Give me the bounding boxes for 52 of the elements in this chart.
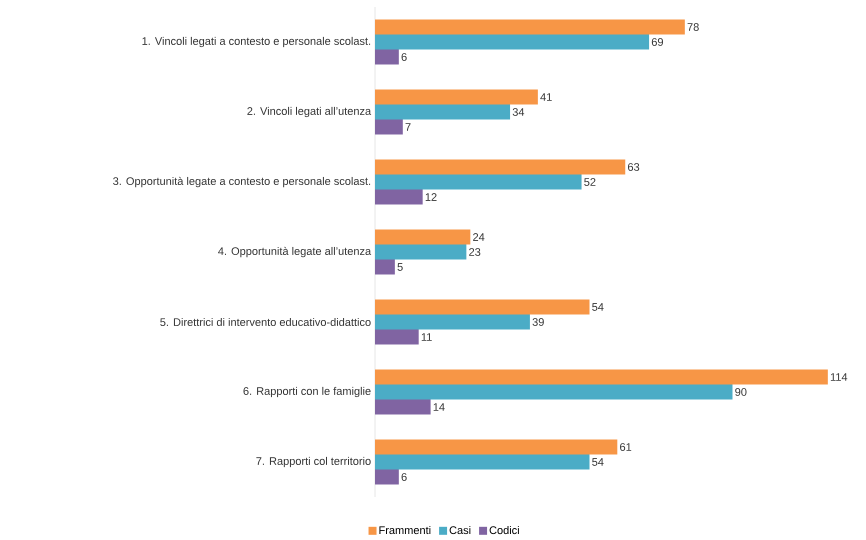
data-label: 41 — [540, 93, 552, 101]
bar — [375, 330, 419, 345]
data-label: 78 — [688, 23, 699, 31]
bar — [375, 470, 399, 485]
bar — [375, 314, 530, 330]
bar — [375, 440, 618, 455]
data-label: 39 — [532, 318, 544, 326]
legend-label: Codici — [490, 526, 519, 534]
bar — [375, 370, 828, 385]
bar — [375, 400, 431, 415]
legend-label: Casi — [450, 526, 470, 534]
data-label: 90 — [735, 388, 747, 396]
data-label: 54 — [592, 303, 604, 311]
data-label: 54 — [592, 458, 604, 466]
data-label: 23 — [469, 248, 480, 256]
data-label: 5 — [398, 263, 403, 271]
data-label: 7 — [406, 123, 411, 131]
bar — [375, 50, 399, 65]
data-label: 24 — [473, 233, 484, 241]
bar — [375, 300, 590, 315]
data-label: 61 — [620, 443, 632, 451]
data-label: 6 — [402, 53, 407, 61]
data-label: 12 — [426, 193, 437, 201]
bar — [375, 230, 470, 245]
bar — [375, 20, 685, 35]
bar — [375, 90, 538, 105]
data-label: 52 — [584, 178, 596, 186]
y-tick-label: 4. Opportunità legate all’utenza — [218, 246, 372, 258]
y-tick-label: 1. Vincoli legati a contesto e personale scolast. — [142, 36, 370, 48]
data-label: 34 — [512, 108, 524, 116]
data-label: 63 — [628, 163, 640, 171]
bar — [375, 34, 650, 50]
bar — [375, 454, 590, 470]
data-label: 69 — [652, 38, 663, 46]
bar — [375, 174, 582, 190]
y-tick-label: 7. Rapporti col territorio — [256, 456, 371, 468]
bar — [375, 160, 626, 175]
bar — [375, 260, 395, 275]
bar — [375, 190, 423, 205]
bar — [375, 244, 466, 260]
data-label: 11 — [422, 333, 432, 341]
y-tick-label: 2. Vincoli legati all’utenza — [247, 106, 372, 118]
data-label: 114 — [830, 373, 848, 381]
bar — [375, 384, 732, 400]
y-tick-label: 5. Direttrici di intervento educativo-didattico — [160, 318, 371, 326]
y-tick-label: 6. Rapporti con le famiglie — [244, 386, 371, 398]
data-label: 6 — [402, 473, 407, 481]
bar — [375, 120, 403, 135]
y-tick-label: 3. Opportunità legate a contesto e personale scolast. — [113, 176, 370, 188]
bar — [375, 104, 510, 120]
data-label: 14 — [434, 403, 445, 411]
legend-label: Frammenti — [379, 526, 430, 534]
